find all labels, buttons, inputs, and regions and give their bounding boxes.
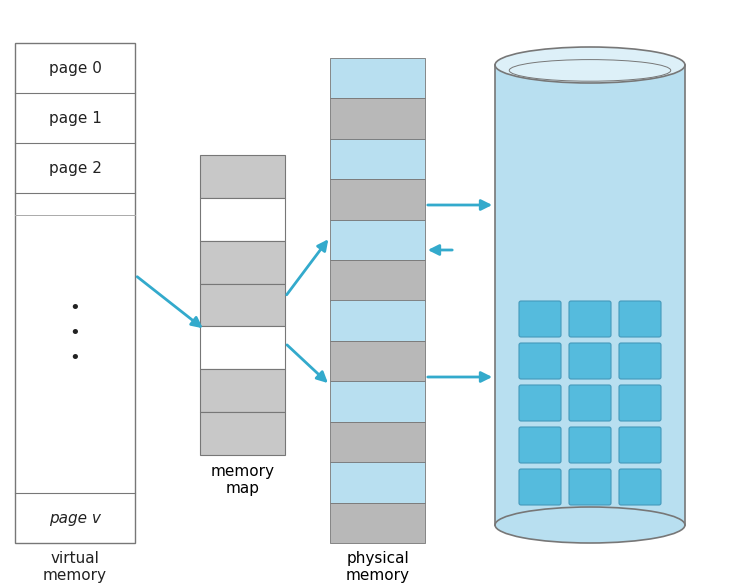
Bar [330, 503, 425, 543]
Text: memory
map: memory map [210, 464, 274, 496]
FancyBboxPatch shape [619, 343, 661, 379]
Ellipse shape [495, 47, 685, 83]
Bar [200, 369, 285, 412]
Text: page v: page v [49, 511, 101, 525]
Bar [200, 198, 285, 240]
Bar [330, 58, 425, 98]
FancyBboxPatch shape [569, 385, 611, 421]
Text: page 2: page 2 [48, 160, 101, 176]
Bar [330, 260, 425, 301]
Bar [200, 284, 285, 326]
FancyBboxPatch shape [519, 301, 561, 337]
Text: •: • [70, 349, 81, 367]
FancyBboxPatch shape [619, 385, 661, 421]
FancyBboxPatch shape [619, 469, 661, 505]
Text: physical
memory: physical memory [345, 551, 410, 583]
Bar [495, 65, 685, 525]
Bar [330, 219, 425, 260]
FancyBboxPatch shape [569, 301, 611, 337]
Bar [330, 139, 425, 179]
Text: page 0: page 0 [48, 60, 101, 75]
Bar [330, 301, 425, 341]
Bar [200, 412, 285, 455]
FancyBboxPatch shape [619, 427, 661, 463]
Bar [330, 341, 425, 381]
Bar [200, 155, 285, 198]
Bar [330, 98, 425, 139]
Text: virtual
memory: virtual memory [43, 551, 107, 583]
FancyBboxPatch shape [519, 385, 561, 421]
Bar [330, 422, 425, 462]
FancyBboxPatch shape [569, 427, 611, 463]
Bar [330, 381, 425, 422]
Bar [330, 462, 425, 503]
Bar [200, 326, 285, 369]
Text: •: • [70, 299, 81, 317]
FancyBboxPatch shape [519, 427, 561, 463]
FancyBboxPatch shape [569, 343, 611, 379]
FancyBboxPatch shape [619, 301, 661, 337]
Ellipse shape [495, 507, 685, 543]
Bar [330, 179, 425, 219]
Bar [15, 43, 135, 543]
FancyBboxPatch shape [569, 469, 611, 505]
Bar [200, 240, 285, 284]
Text: •: • [70, 324, 81, 342]
Text: page 1: page 1 [48, 111, 101, 126]
FancyBboxPatch shape [519, 469, 561, 505]
FancyBboxPatch shape [519, 343, 561, 379]
